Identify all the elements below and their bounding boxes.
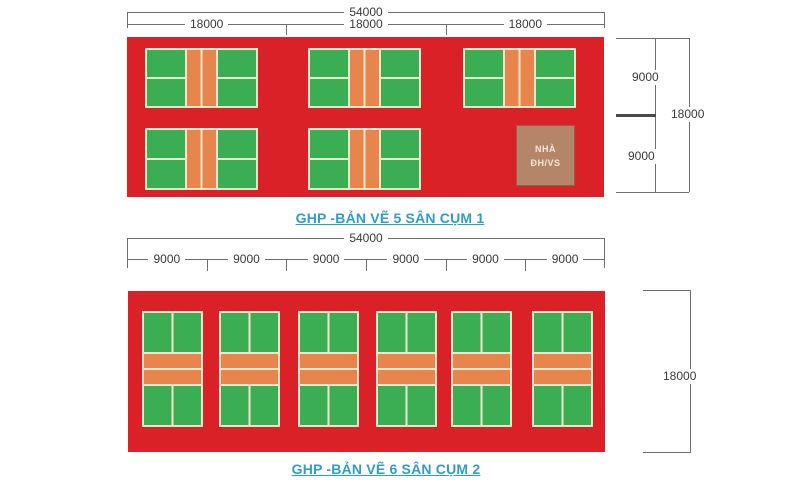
cluster-2-title: GHP -BẢN VẼ 6 SÂN CỤM 2 [291,461,481,477]
court-kitchen [347,50,382,106]
pickleball-court-2 [219,311,280,427]
cluster-1-dim-total-bracket: 54000 [127,5,605,28]
cluster-2-dim-segment-label: 9000 [228,252,265,267]
dim-tick [286,260,288,271]
pickleball-court-5 [308,128,421,190]
cluster-1-red-slab: NHÀ ĐH/VS [127,37,604,197]
pickleball-court-5 [451,311,512,427]
court-end-zone [310,50,348,106]
cluster-1-title: GHP -BẢN VẼ 5 SÂN CỤM 1 [295,210,485,226]
court-end-zone [147,50,185,106]
pickleball-court-4 [145,128,258,190]
cluster-1-dim-segment-label: 18000 [184,17,229,32]
court-kitchen [453,351,510,387]
cluster-1-right-dim-mid-tick [616,114,656,117]
court-kitchen [502,50,537,106]
cluster-2-red-slab [128,291,605,452]
court-kitchen [221,351,278,387]
utility-building-label-line1: NHÀ [535,143,556,154]
cluster-2-dim-total-bracket: 54000 [127,231,605,268]
cluster-2-dim-segment-label: 9000 [546,252,584,267]
cluster-2-right-dim-bottom-tick [643,452,691,453]
court-end-zone [536,50,574,106]
court-kitchen [300,351,357,387]
dim-tick [525,260,527,271]
cluster-2-right-dim-total-label: 18000 [660,369,700,384]
pickleball-court-6 [532,311,593,427]
cluster-1-right-dim-lower-label: 9000 [625,149,658,164]
court-end-zone [378,386,435,425]
court-end-zone [221,386,278,425]
utility-building-label-line2: ĐH/VS [530,157,561,168]
utility-building: NHÀ ĐH/VS [516,125,575,186]
pickleball-court-4 [376,311,437,427]
cluster-2-dim-segment-label: 9000 [467,252,504,267]
cluster-1-dim-segment-label: 18000 [344,17,388,32]
court-kitchen [534,351,591,387]
court-end-zone [147,130,185,188]
court-end-zone [453,313,510,352]
court-end-zone [300,313,357,352]
cluster-1-right-dim-total-label: 18000 [668,107,708,122]
court-end-zone [218,130,256,188]
cluster-1-dim-segments: 18000 18000 18000 [127,17,605,35]
cluster-2-right-dim-top-tick [643,290,691,291]
court-kitchen [184,50,219,106]
cluster-1-dim-total-label: 54000 [344,5,388,20]
cluster-1-right-dim-bottom-tick [616,192,689,193]
court-end-zone [221,313,278,352]
court-end-zone [378,313,435,352]
court-end-zone [218,50,256,106]
pickleball-court-1 [142,311,203,427]
cluster-2-dim-segments: 9000 9000 9000 9000 9000 9000 [127,252,605,271]
cluster-2-dim-segment-label: 9000 [387,252,425,267]
dim-tick [445,260,447,271]
cluster-2-dim-segment-label: 9000 [148,252,186,267]
court-end-zone [144,313,201,352]
court-kitchen [378,351,435,387]
court-end-zone [300,386,357,425]
court-end-zone [310,130,348,188]
court-end-zone [534,386,591,425]
pickleball-court-3 [298,311,359,427]
court-end-zone [381,130,419,188]
court-kitchen [144,351,201,387]
court-end-zone [144,386,201,425]
dim-tick [206,260,208,271]
cluster-1-right-dim-top-tick [616,38,689,39]
cluster-2-dim-segment-label: 9000 [307,252,345,267]
cluster-1-right-dim-upper-label: 9000 [629,70,662,85]
pickleball-court-3 [463,48,576,108]
court-end-zone [381,50,419,106]
court-kitchen [347,130,382,188]
dim-tick [366,260,367,271]
pickleball-court-2 [308,48,421,108]
cluster-1-dim-segment-label: 18000 [503,17,547,32]
court-end-zone [465,50,503,106]
pickleball-court-1 [145,48,258,108]
dim-tick [286,25,288,35]
cluster-2-dim-total-label: 54000 [344,231,388,246]
court-end-zone [534,313,591,352]
court-end-zone [453,386,510,425]
dim-tick [445,25,447,35]
court-kitchen [184,130,219,188]
